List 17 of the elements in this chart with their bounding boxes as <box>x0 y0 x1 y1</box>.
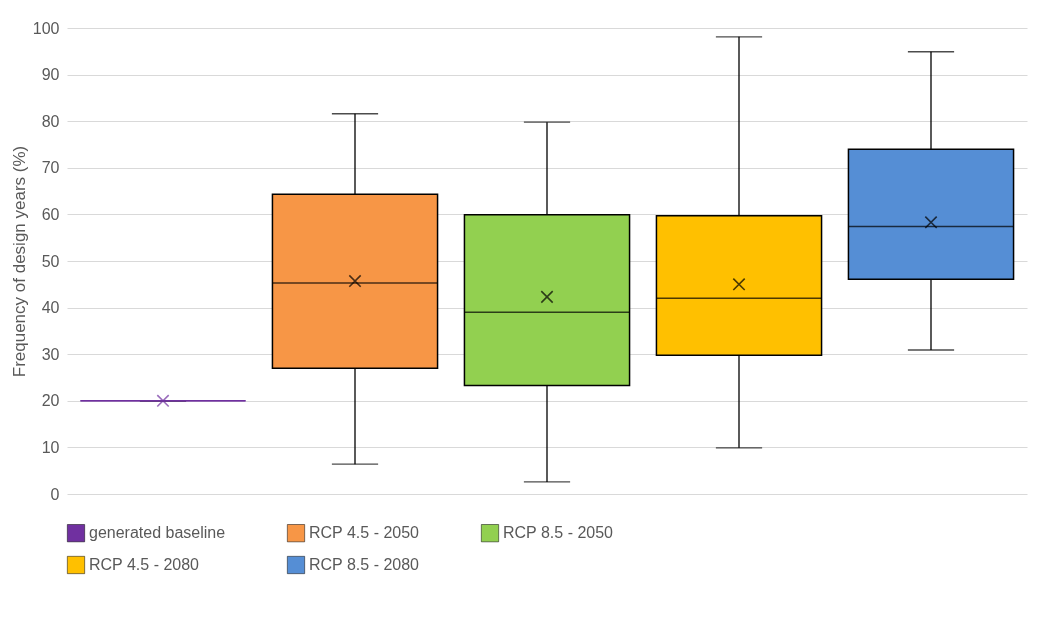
y-tick-label: 70 <box>41 159 60 177</box>
y-tick-label: 90 <box>41 66 60 84</box>
y-tick-label: 50 <box>41 252 60 270</box>
y-tick-label: 100 <box>32 19 60 37</box>
y-tick-label: 80 <box>41 112 60 130</box>
legend-label: RCP 4.5 - 2050 <box>309 524 420 542</box>
legend-label: RCP 4.5 - 2080 <box>89 556 200 573</box>
y-tick-label: 10 <box>41 438 60 456</box>
y-tick-label: 60 <box>41 205 60 223</box>
legend-label: RCP 8.5 - 2080 <box>309 556 420 573</box>
y-axis-title: Frequency of design years (%) <box>9 145 29 378</box>
y-tick-label: 40 <box>41 299 60 317</box>
legend-label: generated baseline <box>89 524 226 542</box>
y-tick-label: 20 <box>41 392 60 410</box>
y-tick-label: 0 <box>50 485 60 503</box>
y-tick-label: 30 <box>41 345 60 363</box>
legend-label: RCP 8.5 - 2050 <box>503 524 614 542</box>
